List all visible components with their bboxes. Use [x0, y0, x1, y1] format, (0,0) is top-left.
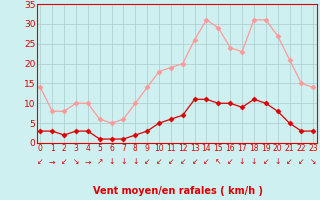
- Text: Vent moyen/en rafales ( km/h ): Vent moyen/en rafales ( km/h ): [92, 186, 263, 196]
- Text: ↙: ↙: [180, 158, 186, 166]
- Text: ↙: ↙: [191, 158, 198, 166]
- Text: ↙: ↙: [286, 158, 293, 166]
- Text: ↙: ↙: [156, 158, 162, 166]
- Text: ↙: ↙: [227, 158, 233, 166]
- Text: ↓: ↓: [132, 158, 139, 166]
- Text: ↙: ↙: [168, 158, 174, 166]
- Text: ↙: ↙: [203, 158, 210, 166]
- Text: ↘: ↘: [73, 158, 79, 166]
- Text: ↓: ↓: [275, 158, 281, 166]
- Text: →: →: [84, 158, 91, 166]
- Text: ↙: ↙: [298, 158, 305, 166]
- Text: ↓: ↓: [108, 158, 115, 166]
- Text: ↓: ↓: [120, 158, 127, 166]
- Text: ↓: ↓: [251, 158, 257, 166]
- Text: ↙: ↙: [144, 158, 150, 166]
- Text: ↗: ↗: [97, 158, 103, 166]
- Text: ↓: ↓: [239, 158, 245, 166]
- Text: ↖: ↖: [215, 158, 221, 166]
- Text: ↙: ↙: [61, 158, 67, 166]
- Text: ↙: ↙: [37, 158, 44, 166]
- Text: ↘: ↘: [310, 158, 316, 166]
- Text: →: →: [49, 158, 55, 166]
- Text: ↙: ↙: [263, 158, 269, 166]
